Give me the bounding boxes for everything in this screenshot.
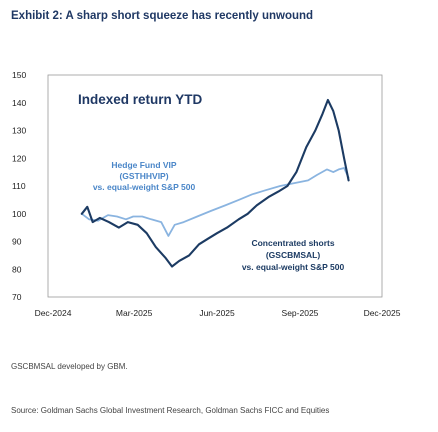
series-layer — [80, 98, 350, 268]
y-tick-label: 120 — [12, 153, 26, 163]
annotation-line: (GSTHHVIP) — [119, 171, 168, 181]
annotation-line: (GSCBMSAL) — [266, 250, 320, 260]
annotation-line: vs. equal-weight S&P 500 — [93, 182, 196, 192]
x-tick-label: Dec-2024 — [35, 308, 72, 318]
y-tick-label: 150 — [12, 70, 26, 80]
y-tick-label: 70 — [12, 292, 22, 302]
annotation-line: Hedge Fund VIP — [111, 160, 177, 170]
series-line-concentrated-shorts — [80, 98, 350, 268]
source-line: Source: Goldman Sachs Global Investment … — [11, 406, 330, 415]
y-tick-label: 100 — [12, 209, 26, 219]
series-line-hedge-fund-vip — [80, 167, 350, 237]
annotation-line: Concentrated shorts — [251, 238, 334, 248]
annotations-layer: Hedge Fund VIP (GSTHHVIP) vs. equal-weight… — [93, 160, 345, 272]
x-axis: Dec-2024 Mar-2025 Jun-2025 Sep-2025 Dec-2025 — [35, 308, 401, 318]
chart-title: Indexed return YTD — [78, 92, 203, 107]
y-tick-label: 130 — [12, 126, 26, 136]
x-tick-label: Dec-2025 — [364, 308, 401, 318]
y-tick-label: 110 — [12, 181, 26, 191]
x-tick-label: Mar-2025 — [116, 308, 153, 318]
annotation-concentrated-shorts: Concentrated shorts (GSCBMSAL) vs. equal-w… — [242, 238, 345, 272]
exhibit-title: Exhibit 2: A sharp short squeeze has rec… — [11, 10, 314, 22]
plot-frame — [47, 74, 383, 298]
y-tick-label: 140 — [12, 98, 26, 108]
annotation-line: vs. equal-weight S&P 500 — [242, 262, 345, 272]
chart-note: GSCBMSAL developed by GBM. — [11, 362, 128, 371]
y-axis: 70 80 90 100 110 120 130 140 150 — [12, 70, 26, 302]
y-tick-label: 90 — [12, 237, 22, 247]
x-tick-label: Sep-2025 — [282, 308, 319, 318]
x-tick-label: Jun-2025 — [199, 308, 235, 318]
y-tick-label: 80 — [12, 264, 22, 274]
annotation-hedge-fund-vip: Hedge Fund VIP (GSTHHVIP) vs. equal-weight… — [93, 160, 196, 192]
